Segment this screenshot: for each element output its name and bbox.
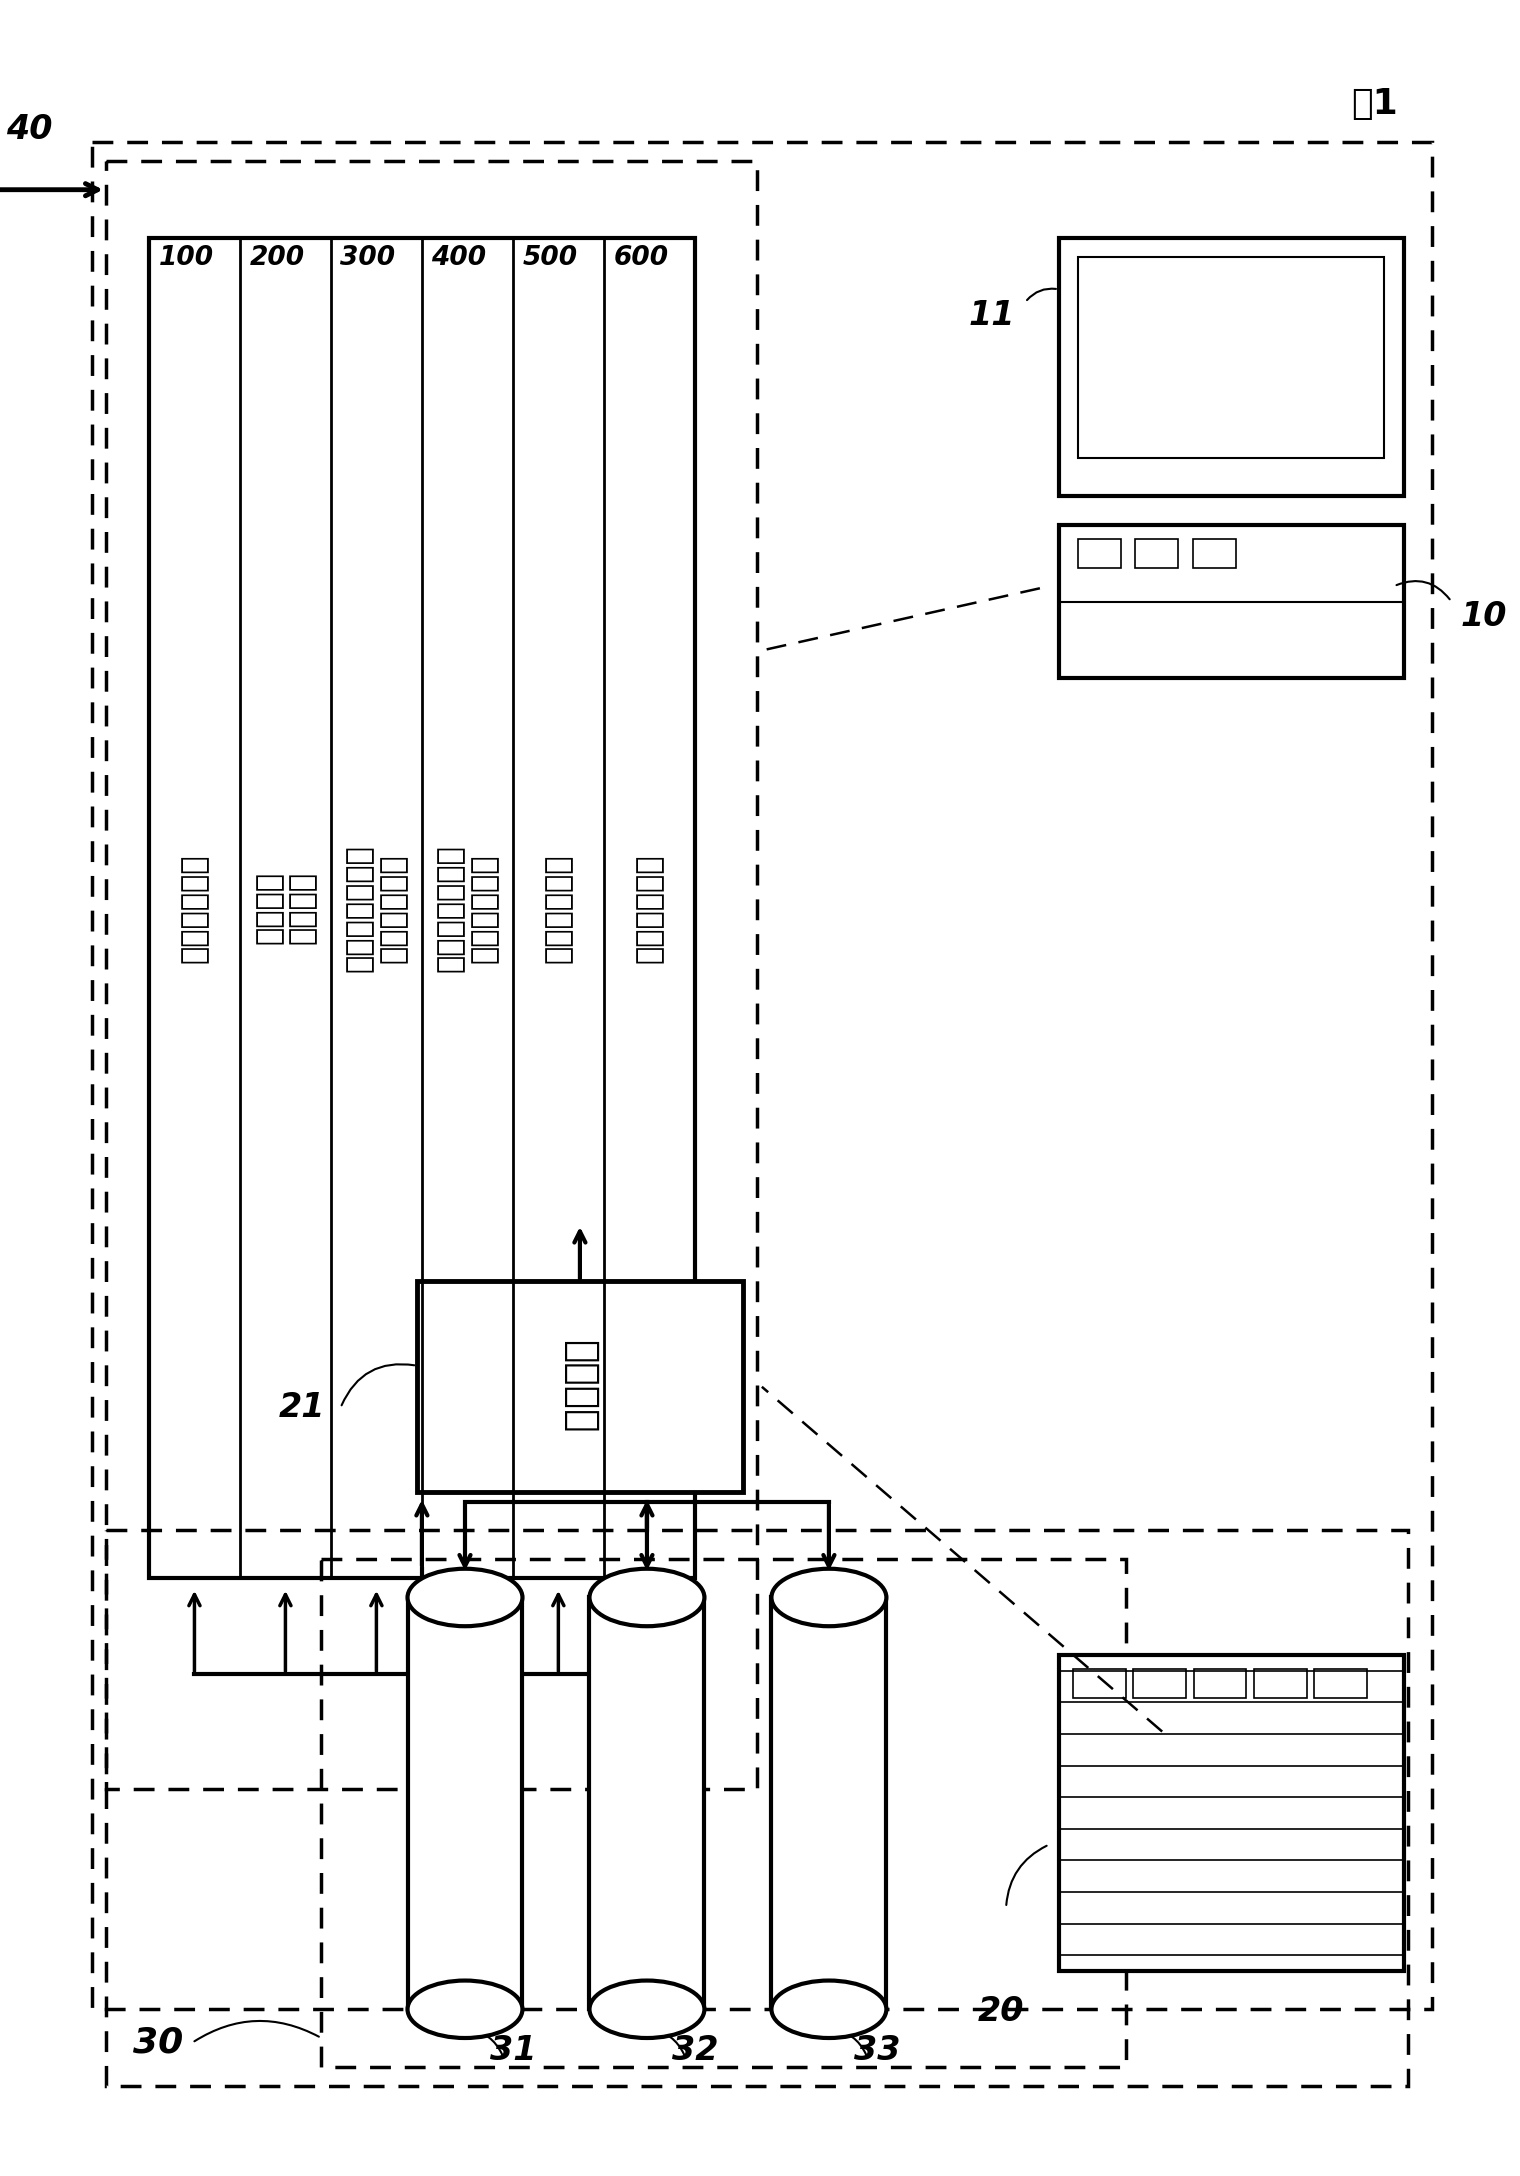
Text: 图1: 图1 bbox=[1351, 87, 1398, 120]
Bar bbox=[1254, 1669, 1307, 1697]
Bar bbox=[106, 1530, 1409, 2087]
Bar bbox=[321, 1560, 1126, 2067]
Bar bbox=[1078, 540, 1120, 568]
Text: 400: 400 bbox=[432, 246, 486, 272]
Bar bbox=[1315, 1669, 1366, 1697]
Text: 200: 200 bbox=[249, 246, 304, 272]
Ellipse shape bbox=[590, 1569, 704, 1625]
Ellipse shape bbox=[407, 1569, 523, 1625]
Ellipse shape bbox=[772, 1569, 886, 1625]
Bar bbox=[1059, 1656, 1403, 1971]
Text: 磁盘增加单元: 磁盘增加单元 bbox=[635, 853, 664, 962]
Text: 冗余式磁盘阵列
重建监視单元: 冗余式磁盘阵列 重建监視单元 bbox=[436, 844, 499, 973]
Text: 31: 31 bbox=[489, 2035, 537, 2067]
Text: 21: 21 bbox=[280, 1390, 325, 1425]
Ellipse shape bbox=[407, 1980, 523, 2039]
Text: 33: 33 bbox=[854, 2035, 900, 2067]
Bar bbox=[91, 141, 1432, 2008]
Text: 300: 300 bbox=[340, 246, 395, 272]
Bar bbox=[772, 1597, 886, 2008]
Text: 40: 40 bbox=[6, 113, 53, 146]
Bar bbox=[1134, 1669, 1186, 1697]
Bar bbox=[1078, 257, 1385, 457]
Bar bbox=[1059, 237, 1403, 496]
Text: 冗余数据
测试单元: 冗余数据 测试单元 bbox=[254, 870, 316, 944]
Bar bbox=[1059, 524, 1403, 679]
Text: 磁盘删减单元: 磁盘删减单元 bbox=[544, 853, 573, 962]
Bar bbox=[1135, 540, 1178, 568]
Text: 20: 20 bbox=[977, 1995, 1024, 2028]
Text: 数据写入单元: 数据写入单元 bbox=[179, 853, 208, 962]
Text: 30: 30 bbox=[134, 2026, 184, 2061]
Text: 11: 11 bbox=[968, 298, 1015, 331]
Bar bbox=[416, 1282, 743, 1493]
Text: 600: 600 bbox=[614, 246, 669, 272]
Bar bbox=[106, 161, 757, 1789]
Ellipse shape bbox=[772, 1980, 886, 2039]
Text: 500: 500 bbox=[523, 246, 578, 272]
Ellipse shape bbox=[590, 1980, 704, 2039]
Bar bbox=[149, 237, 695, 1578]
Text: 100: 100 bbox=[158, 246, 214, 272]
Bar bbox=[590, 1597, 704, 2008]
Bar bbox=[1193, 1669, 1246, 1697]
Text: 控制接口: 控制接口 bbox=[561, 1340, 599, 1434]
Text: 10: 10 bbox=[1461, 601, 1508, 633]
Text: 32: 32 bbox=[672, 2035, 717, 2067]
Bar bbox=[407, 1597, 523, 2008]
Bar bbox=[1193, 540, 1236, 568]
Text: 冗余式磁盘阵列
运作测试单元: 冗余式磁盘阵列 运作测试单元 bbox=[345, 844, 407, 973]
Bar bbox=[1073, 1669, 1126, 1697]
